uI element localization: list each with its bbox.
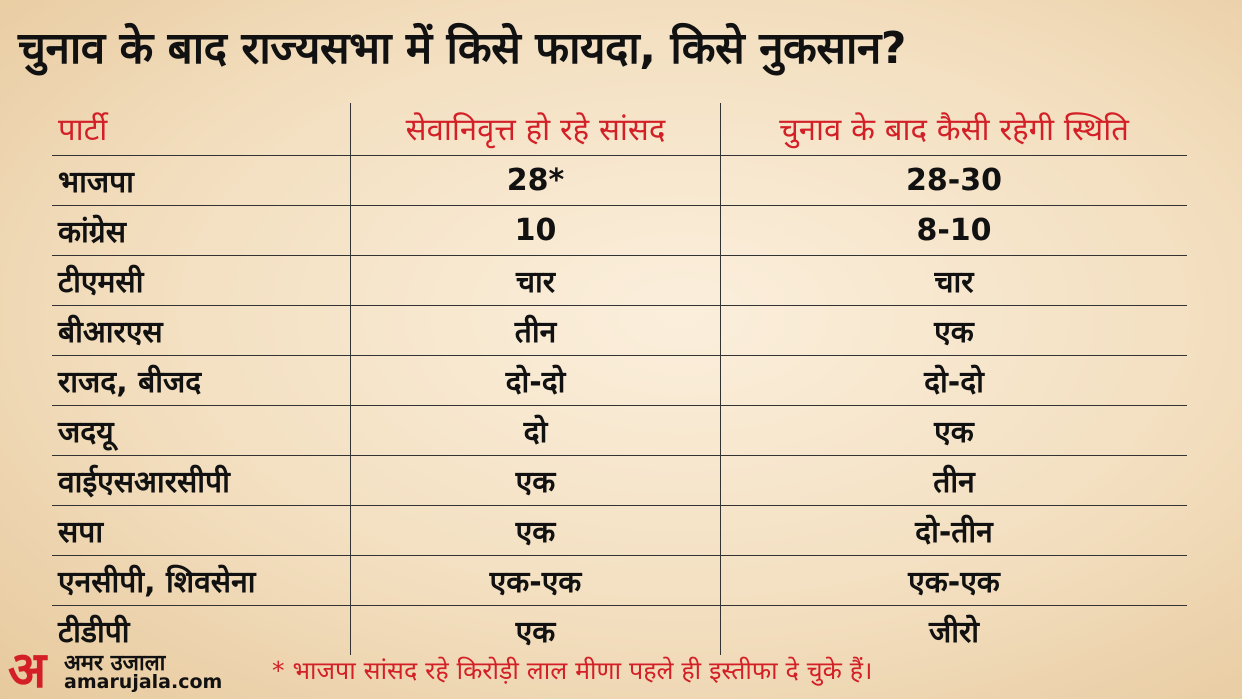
- logo-name: अमर उजाला: [64, 651, 166, 676]
- cell-retiring-mps: 28*: [350, 156, 720, 205]
- cell-party: राजद, बीजद: [58, 365, 202, 400]
- header-party: पार्टी: [58, 112, 108, 148]
- table-row: भाजपा 28* 28-30: [52, 156, 1187, 206]
- header-retiring-mps: सेवानिवृत्त हो रहे सांसद: [350, 103, 720, 155]
- cell-post-election-status: जीरो: [720, 606, 1187, 655]
- page-title: चुनाव के बाद राज्यसभा में किसे फायदा, कि…: [18, 23, 906, 74]
- table-header: पार्टी सेवानिवृत्त हो रहे सांसद चुनाव के…: [52, 103, 1187, 156]
- cell-post-election-status: तीन: [720, 456, 1187, 505]
- table-row: टीएमसी चार चार: [52, 256, 1187, 306]
- cell-post-election-status: 8-10: [720, 206, 1187, 255]
- cell-retiring-mps: तीन: [350, 306, 720, 355]
- cell-retiring-mps: 10: [350, 206, 720, 255]
- cell-post-election-status: चार: [720, 256, 1187, 305]
- table-row: टीडीपी एक जीरो: [52, 606, 1187, 655]
- table-row: एनसीपी, शिवसेना एक-एक एक-एक: [52, 556, 1187, 606]
- cell-party: सपा: [58, 515, 104, 550]
- table-row: जदयू दो एक: [52, 406, 1187, 456]
- footer: अ अमर उजाला amarujala.com * भाजपा सांसद …: [0, 645, 1242, 699]
- table-row: वाईएसआरसीपी एक तीन: [52, 456, 1187, 506]
- cell-retiring-mps: चार: [350, 256, 720, 305]
- table-row: सपा एक दो-तीन: [52, 506, 1187, 556]
- table-body: भाजपा 28* 28-30 कांग्रेस 10 8-10 टीएमसी चार चार ब…: [52, 156, 1187, 655]
- cell-post-election-status: दो-दो: [720, 356, 1187, 405]
- cell-party: बीआरएस: [58, 315, 163, 350]
- cell-retiring-mps: एक-एक: [350, 556, 720, 605]
- cell-retiring-mps: एक: [350, 506, 720, 555]
- data-table: पार्टी सेवानिवृत्त हो रहे सांसद चुनाव के…: [52, 103, 1187, 655]
- cell-post-election-status: एक-एक: [720, 556, 1187, 605]
- table-row: बीआरएस तीन एक: [52, 306, 1187, 356]
- logo-mark: अ: [8, 640, 47, 699]
- table-row: राजद, बीजद दो-दो दो-दो: [52, 356, 1187, 406]
- cell-party: वाईएसआरसीपी: [58, 465, 230, 500]
- cell-post-election-status: 28-30: [720, 156, 1187, 205]
- cell-retiring-mps: एक: [350, 456, 720, 505]
- cell-retiring-mps: दो-दो: [350, 356, 720, 405]
- footnote: * भाजपा सांसद रहे किरोड़ी लाल मीणा पहले …: [272, 656, 873, 685]
- cell-retiring-mps: एक: [350, 606, 720, 655]
- cell-retiring-mps: दो: [350, 406, 720, 455]
- table-row: कांग्रेस 10 8-10: [52, 206, 1187, 256]
- cell-post-election-status: एक: [720, 306, 1187, 355]
- header-post-election-status: चुनाव के बाद कैसी रहेगी स्थिति: [720, 103, 1187, 155]
- cell-party: कांग्रेस: [58, 215, 127, 250]
- cell-party: टीएमसी: [58, 265, 144, 300]
- cell-party: टीडीपी: [58, 615, 130, 650]
- cell-party: जदयू: [58, 415, 114, 450]
- logo-url: amarujala.com: [64, 671, 223, 693]
- cell-party: एनसीपी, शिवसेना: [58, 565, 256, 600]
- cell-post-election-status: एक: [720, 406, 1187, 455]
- cell-party: भाजपा: [58, 165, 134, 200]
- cell-post-election-status: दो-तीन: [720, 506, 1187, 555]
